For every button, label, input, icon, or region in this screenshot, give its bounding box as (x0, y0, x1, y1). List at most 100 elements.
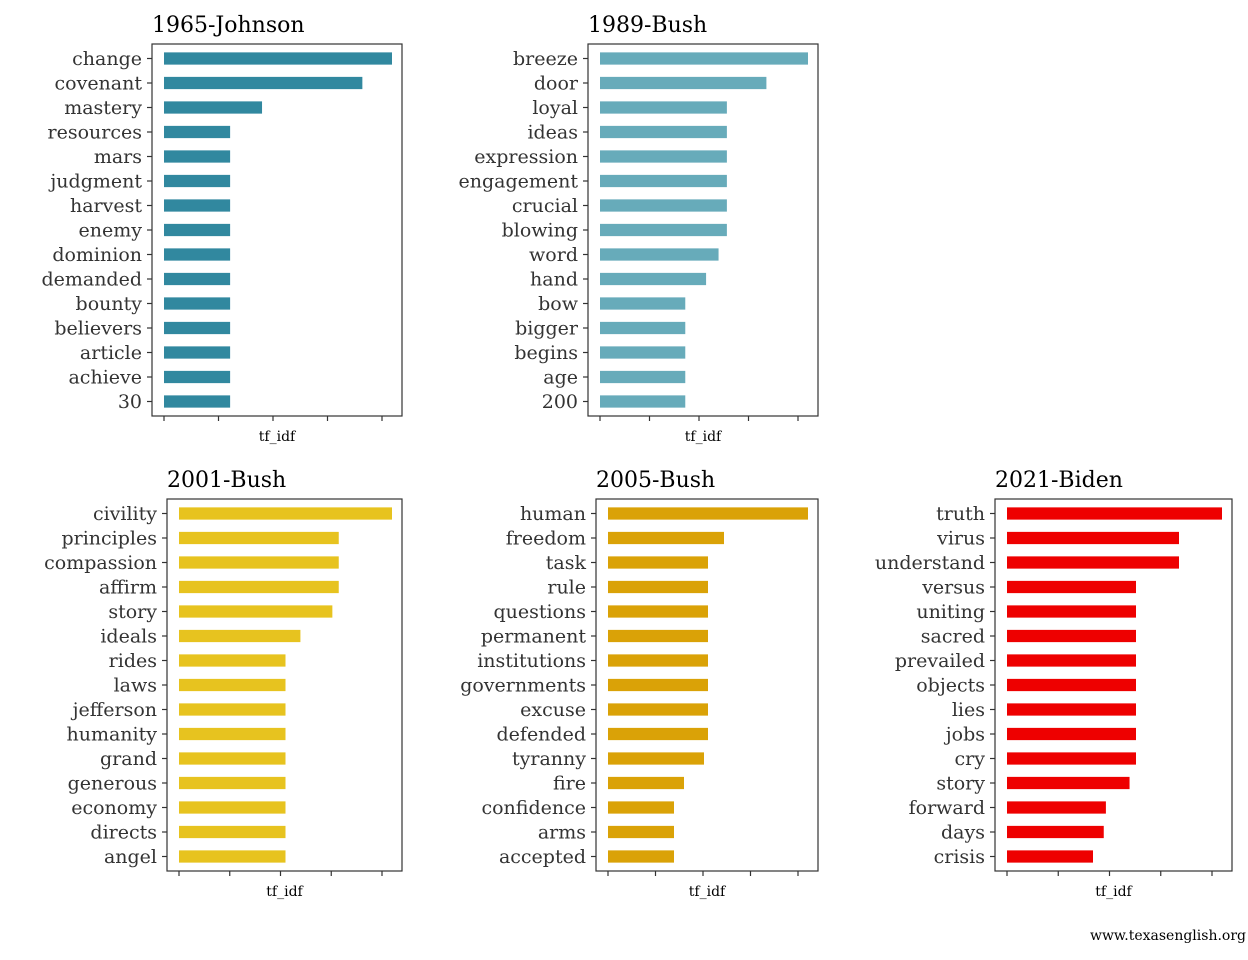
bar (164, 52, 392, 65)
bar (608, 776, 684, 790)
category-label: lies (952, 699, 985, 721)
panel-title: 1989-Bush (588, 13, 707, 38)
category-label: loyal (532, 97, 578, 119)
bar (164, 76, 363, 90)
bar (608, 605, 708, 618)
bar (164, 199, 231, 212)
category-label: ideals (100, 626, 157, 648)
category-label: arms (538, 822, 586, 844)
bar (179, 776, 286, 790)
category-label: governments (460, 675, 586, 697)
category-label: achieve (68, 367, 142, 389)
bar (608, 556, 708, 569)
bar (164, 223, 231, 237)
category-label: 30 (118, 391, 142, 413)
bar (600, 223, 727, 237)
category-label: rule (547, 577, 586, 599)
category-label: article (80, 342, 142, 364)
bar (164, 297, 231, 310)
bar (179, 580, 339, 594)
bar (600, 101, 727, 114)
category-label: excuse (520, 699, 586, 721)
bar (179, 752, 286, 765)
category-label: economy (71, 797, 157, 819)
bar (164, 370, 231, 384)
bar (1007, 727, 1136, 741)
bar (1007, 801, 1106, 814)
panel-title: 2005-Bush (596, 468, 715, 493)
bar (608, 850, 674, 863)
category-label: forward (909, 797, 985, 819)
category-label: door (534, 73, 579, 95)
category-label: blowing (502, 220, 578, 242)
category-label: accepted (499, 846, 586, 868)
category-label: bigger (515, 318, 579, 340)
category-label: tyranny (512, 748, 586, 770)
bar (164, 395, 231, 408)
bar (608, 727, 708, 741)
category-label: mastery (64, 97, 142, 119)
category-label: laws (114, 675, 157, 697)
bar (179, 825, 286, 839)
bar (179, 703, 286, 716)
bar (600, 150, 727, 163)
bar (1007, 507, 1222, 520)
bar (1007, 580, 1136, 594)
category-label: questions (493, 601, 586, 623)
bar (600, 297, 686, 310)
bar (164, 150, 231, 163)
bar (1007, 825, 1104, 839)
bar (179, 801, 286, 814)
category-label: bounty (76, 293, 143, 315)
bar (608, 801, 674, 814)
bar (600, 199, 727, 212)
bar (1007, 605, 1136, 618)
bar (1007, 556, 1179, 569)
bar (608, 580, 708, 594)
category-label: generous (68, 773, 157, 795)
category-label: affirm (99, 577, 157, 599)
category-label: covenant (55, 73, 143, 95)
category-label: task (546, 552, 587, 574)
bar (1007, 776, 1130, 790)
category-label: fire (553, 773, 586, 795)
bar (600, 395, 686, 408)
bar (179, 556, 339, 569)
category-label: jobs (944, 724, 985, 746)
category-label: prevailed (895, 650, 985, 672)
bar (179, 654, 286, 667)
bar (179, 629, 301, 643)
category-label: jefferson (71, 699, 157, 721)
bar (1007, 703, 1136, 716)
panel-title: 1965-Johnson (152, 13, 305, 38)
bar (608, 507, 808, 520)
bar (608, 678, 708, 692)
bar (164, 321, 231, 335)
category-label: understand (875, 552, 985, 574)
x-axis-title: tf_idf (1095, 884, 1133, 900)
category-label: principles (61, 528, 157, 550)
bar (1007, 752, 1136, 765)
category-label: 200 (542, 391, 578, 413)
category-label: uniting (916, 601, 985, 623)
bar (608, 703, 708, 716)
category-label: directs (90, 822, 157, 844)
bar (1007, 629, 1136, 643)
bar (179, 507, 392, 520)
bar (179, 727, 286, 741)
bar (1007, 678, 1136, 692)
category-label: angel (104, 846, 157, 868)
panel-title: 2001-Bush (167, 468, 286, 493)
category-label: begins (514, 342, 578, 364)
category-label: human (520, 503, 586, 525)
category-label: virus (936, 528, 985, 550)
category-label: crucial (512, 195, 578, 217)
bar (600, 52, 808, 65)
category-label: humanity (66, 724, 157, 746)
category-label: institutions (477, 650, 586, 672)
